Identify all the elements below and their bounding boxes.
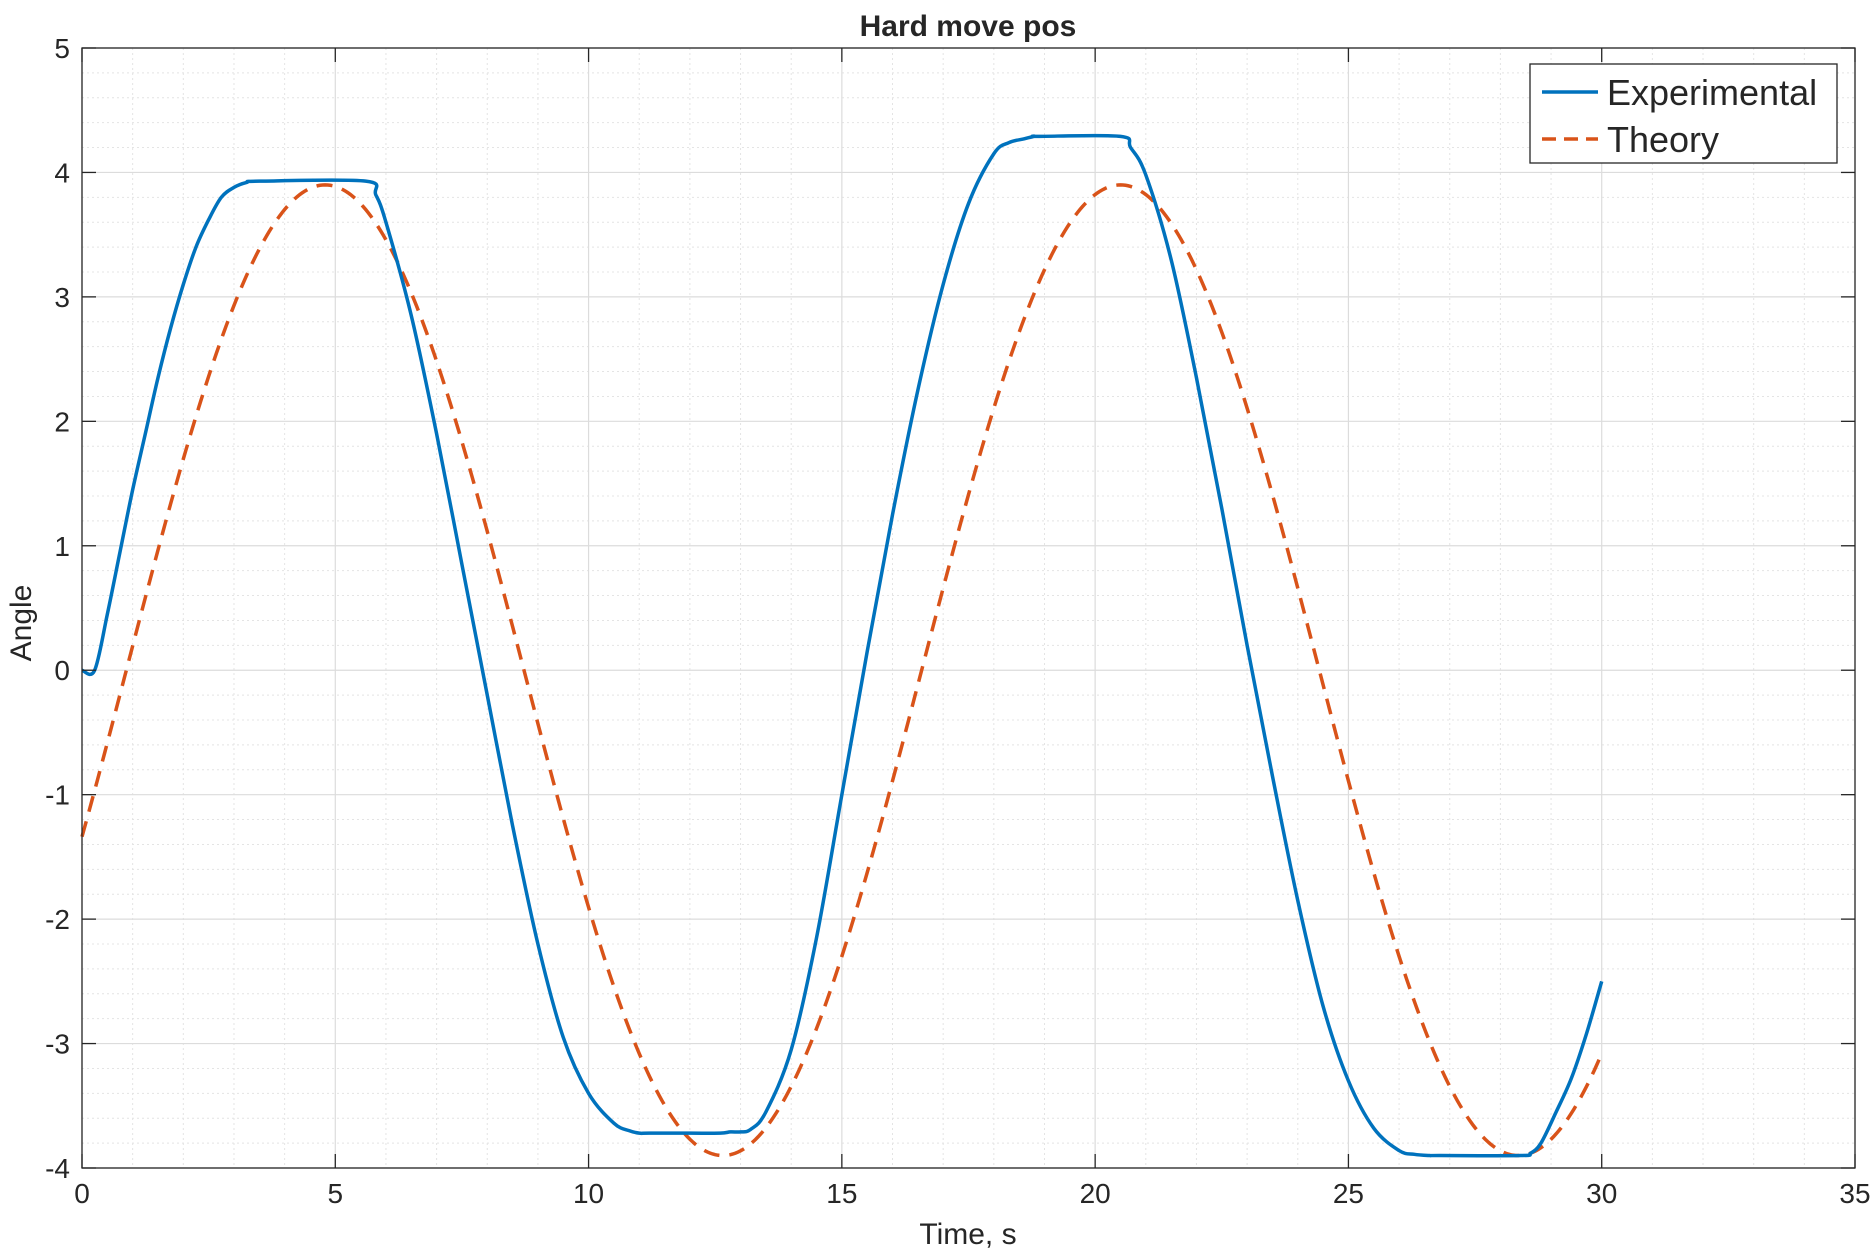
plot-area: 0 5 10 15 20 25 30 35 -4 -3 -2 -1 0 1 2 3 4 5 bbox=[45, 33, 1870, 1209]
axes-background bbox=[82, 48, 1855, 1168]
y-tick-label: -4 bbox=[45, 1153, 70, 1184]
legend-label-experimental: Experimental bbox=[1607, 72, 1817, 113]
x-tick-label: 15 bbox=[826, 1178, 857, 1209]
y-tick-label: 1 bbox=[54, 531, 70, 562]
series-line-experimental bbox=[81, 133, 1604, 1158]
axes-box bbox=[81, 47, 1856, 1169]
y-tick-label: 0 bbox=[54, 655, 70, 686]
major-grid bbox=[81, 47, 1856, 1169]
x-tick-label: 20 bbox=[1080, 1178, 1111, 1209]
minor-grid bbox=[82, 48, 1855, 1168]
series-layer bbox=[80, 133, 1604, 1158]
y-tick-label: 2 bbox=[54, 406, 70, 437]
x-tick-label: 25 bbox=[1333, 1178, 1364, 1209]
legend: Experimental Theory bbox=[1529, 63, 1838, 164]
y-tick-label: -2 bbox=[45, 904, 70, 935]
series-line-theory bbox=[80, 183, 1604, 1158]
x-axis-label: Time, s bbox=[919, 1218, 1016, 1250]
x-tick-label: 35 bbox=[1839, 1178, 1870, 1209]
chart-title: Hard move pos bbox=[860, 10, 1077, 43]
x-tick-label: 30 bbox=[1586, 1178, 1617, 1209]
y-tick-label: 3 bbox=[54, 282, 70, 313]
x-tick-labels: 0 5 10 15 20 25 30 35 bbox=[74, 1178, 1870, 1209]
legend-box bbox=[1529, 63, 1838, 164]
legend-label-theory: Theory bbox=[1607, 119, 1719, 160]
x-tick-label: 5 bbox=[327, 1178, 343, 1209]
y-tick-label: -3 bbox=[45, 1029, 70, 1060]
x-tick-label: 10 bbox=[573, 1178, 604, 1209]
y-tick-label: -1 bbox=[45, 780, 70, 811]
y-axis-label: Angle bbox=[5, 585, 38, 662]
y-tick-label: 5 bbox=[54, 33, 70, 64]
tick-marks bbox=[81, 47, 1856, 1169]
y-tick-labels: -4 -3 -2 -1 0 1 2 3 4 5 bbox=[45, 33, 70, 1184]
x-tick-label: 0 bbox=[74, 1178, 90, 1209]
y-tick-label: 4 bbox=[54, 157, 70, 188]
